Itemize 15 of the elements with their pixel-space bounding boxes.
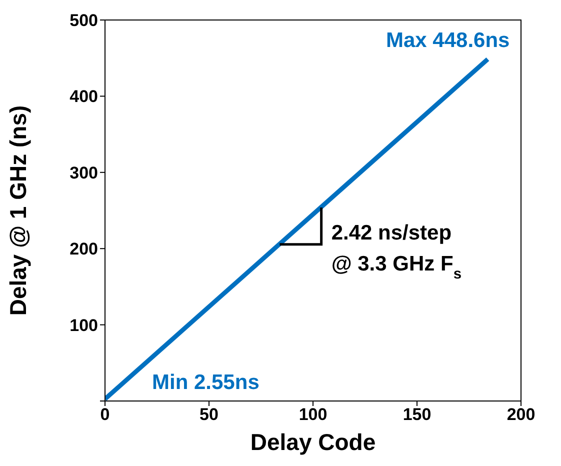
annotation: 2.42 ns/step @ 3.3 GHz F$_{s}$ bbox=[331, 221, 462, 282]
y-tick-label: 400 bbox=[70, 87, 98, 106]
x-tick-label: 50 bbox=[200, 405, 218, 424]
y-tick-label: 500 bbox=[70, 11, 98, 30]
y-tick-label: 300 bbox=[70, 163, 98, 182]
x-tick-label: 100 bbox=[298, 405, 328, 424]
x-axis-title: Delay Code bbox=[250, 429, 376, 455]
y-axis-title: Delay @ 1 GHz (ns) bbox=[5, 105, 32, 316]
y-tick-label: 100 bbox=[70, 316, 98, 335]
annotation: Min 2.55ns bbox=[152, 371, 260, 394]
y-tick-label: 200 bbox=[70, 240, 98, 259]
annotation: Max 448.6ns bbox=[386, 29, 510, 52]
x-tick-label: 150 bbox=[402, 405, 432, 424]
x-tick-label: 0 bbox=[100, 405, 110, 424]
x-tick-label: 200 bbox=[506, 405, 536, 424]
